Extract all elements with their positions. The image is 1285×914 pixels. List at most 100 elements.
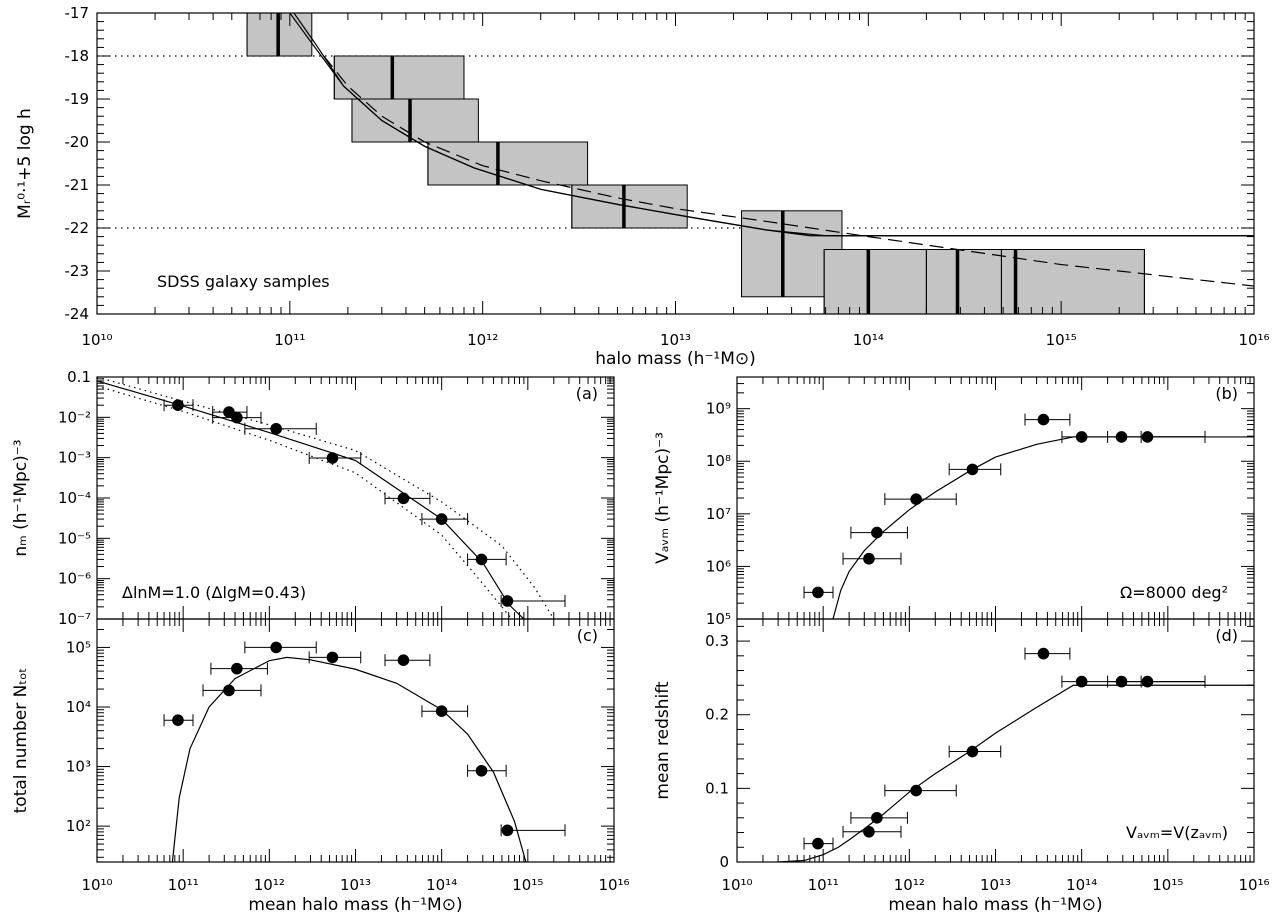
y-tick-label: -21 <box>65 176 90 194</box>
plot-area <box>803 413 1254 619</box>
data-point <box>1075 675 1088 688</box>
plot-area <box>163 641 566 862</box>
y-tick-label: 10⁻² <box>58 408 91 426</box>
panel-d <box>736 618 1255 863</box>
annotation: SDSS galaxy samples <box>157 272 330 291</box>
y-axis-label: Vₐᵥₘ (h⁻¹Mpc)⁻³ <box>653 432 673 564</box>
y-axis-label: nₘ (h⁻¹Mpc)⁻³ <box>11 439 31 556</box>
x-tick-label: 10¹⁴ <box>1066 876 1097 894</box>
annotation: Ω=8000 deg² <box>1120 583 1228 602</box>
data-point <box>326 651 339 664</box>
y-tick-label: -24 <box>65 305 90 323</box>
panel-b <box>736 376 1255 620</box>
data-point <box>172 399 184 411</box>
x-tick-label: 10¹² <box>254 876 285 894</box>
data-point <box>863 552 875 565</box>
y-tick-label: 10⁵ <box>706 610 731 628</box>
x-axis-label: mean halo mass (h⁻¹M⊙) <box>248 895 462 914</box>
panel-label: (c) <box>577 626 598 645</box>
data-point <box>475 764 488 777</box>
data-point <box>1037 647 1050 660</box>
y-tick-label: -17 <box>65 4 90 22</box>
y-tick-label: 0.1 <box>67 368 91 386</box>
data-point <box>231 662 243 675</box>
x-tick-label: 10¹³ <box>980 876 1011 894</box>
mass-range-box <box>427 141 589 186</box>
y-tick-label: 10⁸ <box>706 452 731 470</box>
data-point <box>397 654 410 667</box>
model-curve-dashed <box>323 55 1254 287</box>
x-tick-label: 10¹⁶ <box>1238 876 1269 894</box>
x-tick-label: 10¹⁰ <box>81 876 112 894</box>
data-point <box>231 411 243 424</box>
model-curve-solid <box>171 656 527 862</box>
data-point <box>501 824 514 837</box>
annotation: ΔlnM=1.0 (ΔlgM=0.43) <box>122 583 306 602</box>
y-tick-label: 0 <box>719 853 729 871</box>
y-tick-label: 10⁻⁶ <box>58 570 91 588</box>
x-tick-label: 10¹⁴ <box>853 331 884 349</box>
model-curve-solid <box>832 436 1254 619</box>
data-point <box>435 705 448 717</box>
data-point <box>863 826 875 838</box>
x-tick-label: 10¹⁵ <box>1152 876 1183 894</box>
plot-area <box>778 647 1254 862</box>
data-point <box>910 784 922 797</box>
plot-area <box>97 13 1254 314</box>
y-axis-label: mean redshift <box>653 681 673 800</box>
data-point <box>812 837 824 850</box>
x-axis-label: mean halo mass (h⁻¹M⊙) <box>888 895 1102 914</box>
data-point <box>475 553 488 566</box>
x-tick-label: 10¹⁴ <box>426 876 457 894</box>
panel-label: (b) <box>1215 384 1238 403</box>
data-point <box>871 526 883 539</box>
data-point <box>326 452 339 464</box>
data-point <box>270 641 282 654</box>
y-tick-label: -20 <box>65 133 90 151</box>
y-tick-label: -19 <box>65 90 90 108</box>
y-tick-label: 10⁵ <box>66 638 91 656</box>
x-tick-label: 10¹⁰ <box>721 876 752 894</box>
panel-top <box>96 12 1255 315</box>
x-tick-label: 10¹⁵ <box>512 876 543 894</box>
x-tick-label: 10¹¹ <box>274 331 305 349</box>
data-point <box>501 595 514 607</box>
y-tick-label: -18 <box>65 47 90 65</box>
data-point <box>1141 431 1154 443</box>
data-point <box>966 463 979 476</box>
x-tick-label: 10¹⁰ <box>81 331 112 349</box>
y-tick-label: 10⁻⁵ <box>58 529 91 547</box>
x-tick-label: 10¹⁵ <box>1046 331 1077 349</box>
mass-range-box <box>571 184 688 229</box>
data-point <box>966 745 979 758</box>
x-tick-label: 10¹³ <box>340 876 371 894</box>
data-point <box>812 586 824 599</box>
data-point <box>270 422 282 435</box>
y-tick-label: 10⁻⁴ <box>58 489 91 507</box>
panel-label: (d) <box>1215 626 1238 645</box>
panel-label: (a) <box>576 384 598 403</box>
data-point <box>1075 431 1088 443</box>
y-tick-label: 10⁻⁷ <box>58 610 91 628</box>
data-point <box>223 684 235 697</box>
y-tick-label: 10³ <box>66 758 91 776</box>
data-point <box>871 812 883 824</box>
y-tick-label: 10⁹ <box>706 400 731 418</box>
y-tick-label: 10⁻³ <box>58 449 91 467</box>
x-tick-label: 10¹⁶ <box>598 876 629 894</box>
model-curve-dotted <box>97 385 513 619</box>
panel-a <box>96 376 615 620</box>
data-point <box>1037 413 1050 426</box>
y-tick-label: 10⁴ <box>66 698 91 716</box>
y-tick-label: 0.1 <box>705 779 729 797</box>
y-tick-label: 0.2 <box>705 706 729 724</box>
y-tick-label: 10⁷ <box>706 505 731 523</box>
panel-c <box>96 618 615 863</box>
y-tick-label: 10⁶ <box>706 557 731 575</box>
mass-range-box <box>333 55 465 100</box>
y-tick-label: -23 <box>65 262 90 280</box>
x-tick-label: 10¹³ <box>660 331 691 349</box>
data-point <box>397 492 410 505</box>
x-tick-label: 10¹¹ <box>168 876 199 894</box>
